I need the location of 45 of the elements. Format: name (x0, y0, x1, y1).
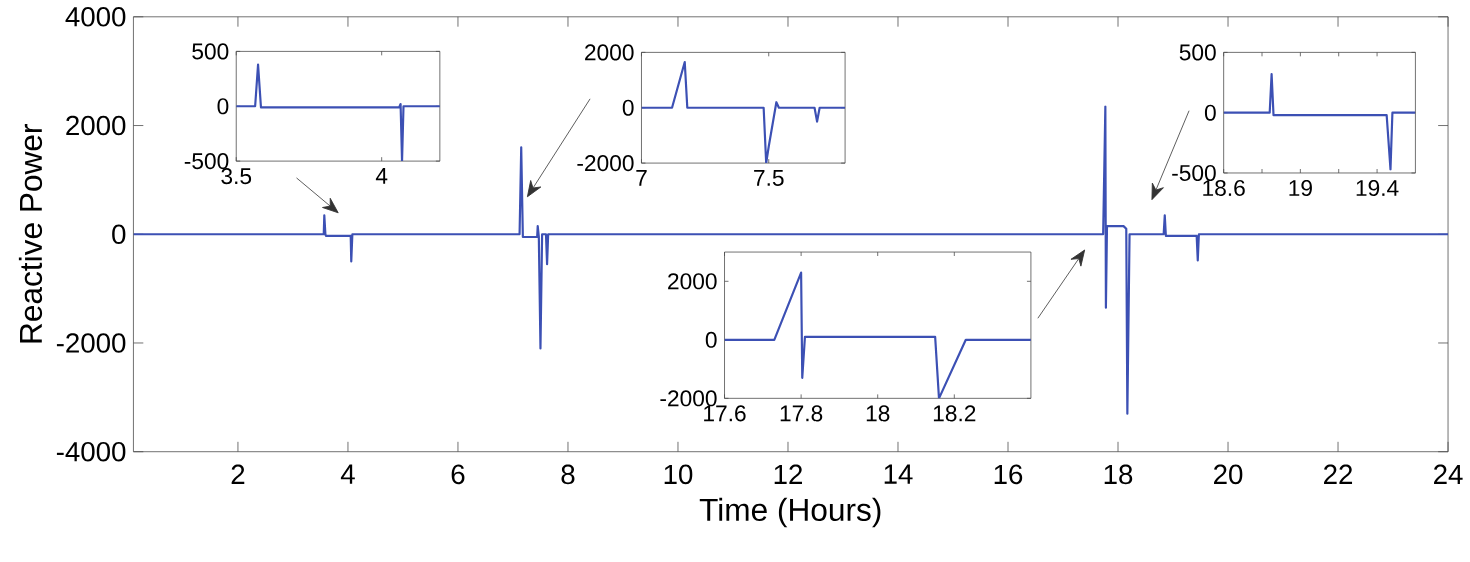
y-tick-label: 0 (112, 224, 126, 244)
y-tick-label: -4000 (56, 441, 126, 462)
x-tick-label: 18 (866, 405, 890, 422)
x-tick-label: 6 (451, 464, 465, 485)
x-axis-title: Time (Hours) (699, 497, 881, 528)
x-tick-label: 20 (1214, 464, 1243, 485)
x-tick-label: 24 (1434, 464, 1463, 484)
x-tick-label: 18.6 (1203, 179, 1245, 196)
y-tick-label: 500 (192, 43, 229, 60)
x-tick-label: 16 (994, 464, 1023, 485)
y-axis-title: Reactive Power (18, 123, 43, 343)
y-tick-label: -2000 (577, 154, 634, 171)
line-series (1223, 72, 1416, 171)
x-tick-label: 18 (1104, 464, 1133, 485)
x-tick-label: 17.6 (704, 405, 746, 422)
x-tick-label: 19 (1289, 179, 1312, 196)
y-tick-label: 500 (1179, 44, 1216, 61)
y-tick-label: -2000 (56, 332, 126, 353)
y-tick-label: 0 (705, 331, 717, 348)
y-tick-label: -500 (184, 152, 229, 169)
y-tick-label: -500 (1172, 164, 1216, 181)
x-tick-label: 19.4 (1356, 179, 1399, 196)
y-tick-label: 2000 (66, 115, 126, 136)
y-tick-label: 0 (217, 98, 229, 115)
line-series (641, 60, 846, 163)
x-tick-label: 4 (375, 167, 388, 184)
x-tick-label: 14 (884, 464, 913, 484)
x-tick-label: 18.2 (933, 405, 976, 422)
x-tick-label: 17.8 (780, 405, 823, 422)
x-tick-label: 12 (774, 464, 802, 484)
x-tick-label: 3.5 (221, 167, 252, 184)
x-tick-label: 4 (340, 464, 355, 484)
y-tick-label: -2000 (660, 390, 717, 407)
x-tick-label: 8 (561, 464, 575, 485)
x-tick-label: 10 (664, 464, 693, 485)
x-tick-label: 7.5 (754, 169, 784, 186)
x-tick-label: 22 (1324, 464, 1353, 484)
y-tick-label: 4000 (65, 6, 126, 27)
y-tick-label: 2000 (585, 44, 634, 61)
y-tick-label: 0 (1204, 104, 1216, 121)
line-series (236, 63, 440, 161)
x-tick-label: 7 (636, 169, 647, 186)
y-tick-label: 2000 (668, 273, 717, 290)
y-tick-label: 0 (622, 99, 634, 116)
x-tick-label: 2 (231, 464, 245, 484)
